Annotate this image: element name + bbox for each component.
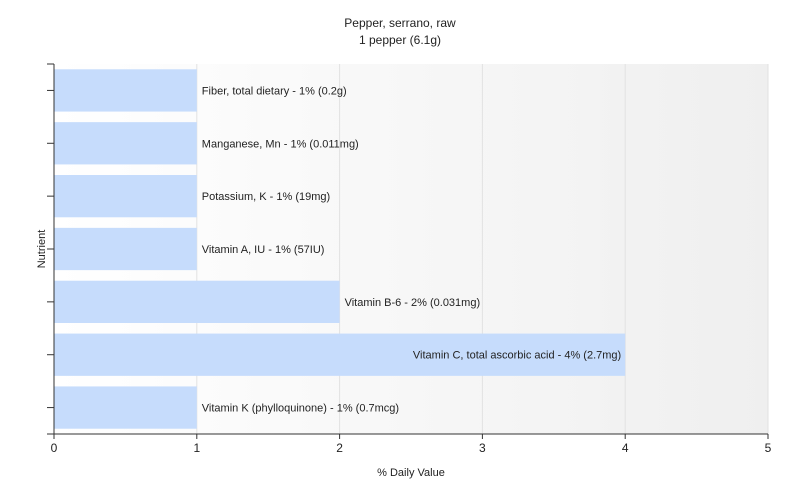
y-axis-label: Nutrient [36, 230, 48, 269]
bar-4 [54, 280, 340, 323]
bar-label-0: Fiber, total dietary - 1% (0.2g) [202, 85, 347, 97]
ticks: 0 1 2 3 4 5 [47, 89, 772, 455]
chart-title: Pepper, serrano, raw [344, 16, 456, 30]
bar-1 [54, 122, 197, 165]
x-tick-label-2: 2 [336, 441, 343, 455]
bar-5 [54, 333, 626, 376]
bar-label-3: Vitamin A, IU - 1% (57IU) [202, 244, 325, 256]
bars: Fiber, total dietary - 1% (0.2g) Manganes… [54, 69, 626, 429]
x-axis-label: % Daily Value [377, 467, 445, 479]
x-tick-label-3: 3 [479, 441, 486, 455]
bar-label-5: Vitamin C, total ascorbic acid - 4% (2.7… [413, 350, 621, 362]
x-tick-label-1: 1 [193, 441, 200, 455]
bar-2 [54, 175, 197, 218]
bar-label-4: Vitamin B-6 - 2% (0.031mg) [345, 297, 481, 309]
x-tick-label-4: 4 [622, 441, 629, 455]
bar-3 [54, 227, 197, 271]
chart-subtitle: 1 pepper (6.1g) [359, 33, 441, 47]
bar-0 [54, 69, 197, 112]
bar-label-2: Potassium, K - 1% (19mg) [202, 191, 330, 203]
bar-6 [54, 386, 197, 429]
x-tick-label-5: 5 [765, 441, 772, 455]
x-tick-label-0: 0 [51, 441, 58, 455]
bar-label-6: Vitamin K (phylloquinone) - 1% (0.7mcg) [202, 403, 399, 415]
bar-label-1: Manganese, Mn - 1% (0.011mg) [202, 138, 359, 150]
